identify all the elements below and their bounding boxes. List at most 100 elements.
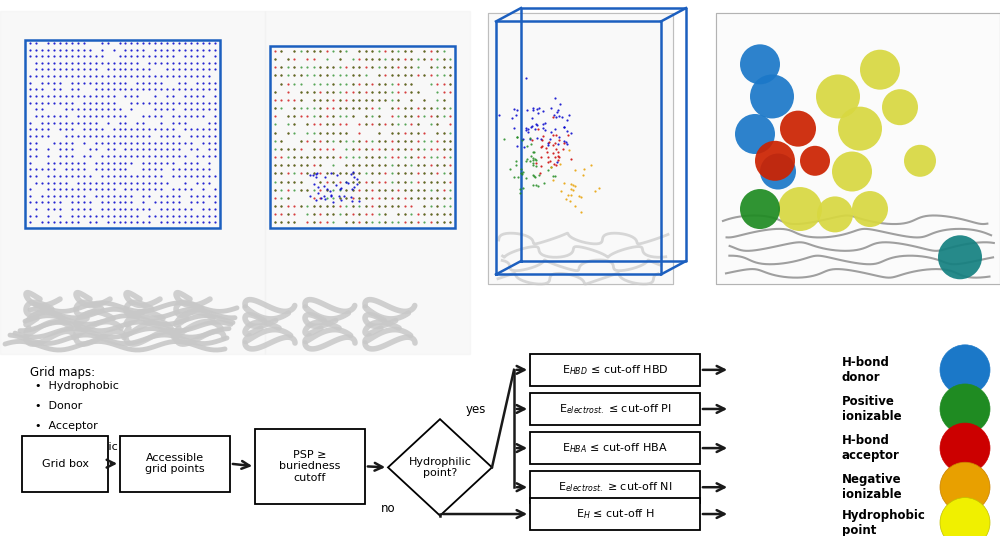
Point — [410, 210, 426, 219]
Point — [338, 71, 354, 80]
Point — [351, 210, 367, 219]
Point — [390, 210, 406, 219]
Point — [64, 185, 80, 193]
Point — [423, 71, 439, 80]
Point — [34, 218, 50, 227]
Ellipse shape — [817, 196, 853, 233]
Point — [410, 145, 426, 153]
Point — [280, 218, 296, 227]
Point — [371, 55, 387, 63]
Point — [306, 87, 322, 96]
Point — [397, 145, 413, 153]
Point — [319, 137, 335, 145]
Point — [112, 125, 128, 133]
Point — [135, 85, 151, 94]
Point — [319, 55, 335, 63]
Point — [286, 202, 302, 211]
Point — [377, 193, 393, 202]
Point — [22, 145, 38, 154]
Point — [129, 39, 145, 47]
Point — [429, 104, 445, 113]
Point — [429, 47, 445, 55]
Point — [159, 99, 175, 107]
Point — [28, 165, 44, 174]
Point — [358, 79, 374, 88]
Point — [325, 169, 341, 178]
Point — [100, 105, 116, 114]
Point — [159, 58, 175, 67]
Text: •  Donor: • Donor — [35, 401, 82, 411]
Point — [332, 137, 348, 145]
Point — [518, 157, 534, 165]
Point — [177, 72, 193, 80]
Point — [82, 212, 98, 220]
Ellipse shape — [816, 75, 860, 118]
Point — [442, 202, 458, 211]
Point — [325, 202, 341, 211]
Point — [547, 93, 563, 102]
Point — [390, 128, 406, 137]
Point — [286, 218, 302, 227]
Point — [100, 212, 116, 220]
Point — [76, 45, 92, 54]
Point — [429, 55, 445, 63]
Point — [28, 39, 44, 47]
Point — [364, 169, 380, 178]
Point — [351, 210, 367, 219]
Point — [306, 161, 322, 169]
Point — [165, 138, 181, 147]
Point — [293, 185, 309, 194]
Point — [106, 125, 122, 133]
Point — [345, 185, 361, 194]
Point — [429, 161, 445, 169]
Point — [429, 137, 445, 145]
Point — [177, 85, 193, 94]
Point — [153, 111, 169, 120]
Point — [299, 120, 315, 129]
Point — [34, 165, 50, 174]
Point — [267, 55, 283, 63]
Point — [46, 185, 62, 193]
Point — [325, 169, 341, 178]
Point — [183, 165, 199, 174]
Point — [28, 178, 44, 187]
Point — [442, 210, 458, 219]
Point — [88, 72, 104, 80]
Point — [117, 191, 133, 200]
Point — [565, 181, 581, 190]
Point — [123, 138, 139, 147]
Point — [100, 172, 116, 180]
Point — [299, 169, 315, 178]
Point — [364, 137, 380, 145]
Point — [177, 152, 193, 160]
Point — [177, 65, 193, 74]
Point — [364, 47, 380, 55]
Point — [123, 65, 139, 74]
Point — [583, 161, 599, 170]
Point — [556, 178, 572, 187]
Point — [547, 125, 563, 133]
Point — [442, 177, 458, 186]
Point — [403, 210, 419, 219]
Point — [338, 185, 354, 194]
Point — [306, 71, 322, 80]
Text: E$_{H}$ ≤ cut-off H: E$_{H}$ ≤ cut-off H — [576, 507, 654, 521]
Point — [332, 47, 348, 55]
Point — [112, 212, 128, 220]
Point — [52, 118, 68, 127]
Point — [554, 113, 570, 121]
Point — [565, 186, 581, 195]
Point — [117, 212, 133, 220]
Point — [524, 114, 540, 123]
Point — [28, 99, 44, 107]
Point — [377, 87, 393, 96]
Point — [529, 105, 545, 114]
Point — [112, 218, 128, 227]
Point — [135, 152, 151, 160]
Point — [551, 132, 567, 141]
Ellipse shape — [938, 235, 982, 279]
Point — [533, 135, 549, 144]
Point — [88, 212, 104, 220]
Point — [436, 161, 452, 169]
Point — [384, 71, 400, 80]
